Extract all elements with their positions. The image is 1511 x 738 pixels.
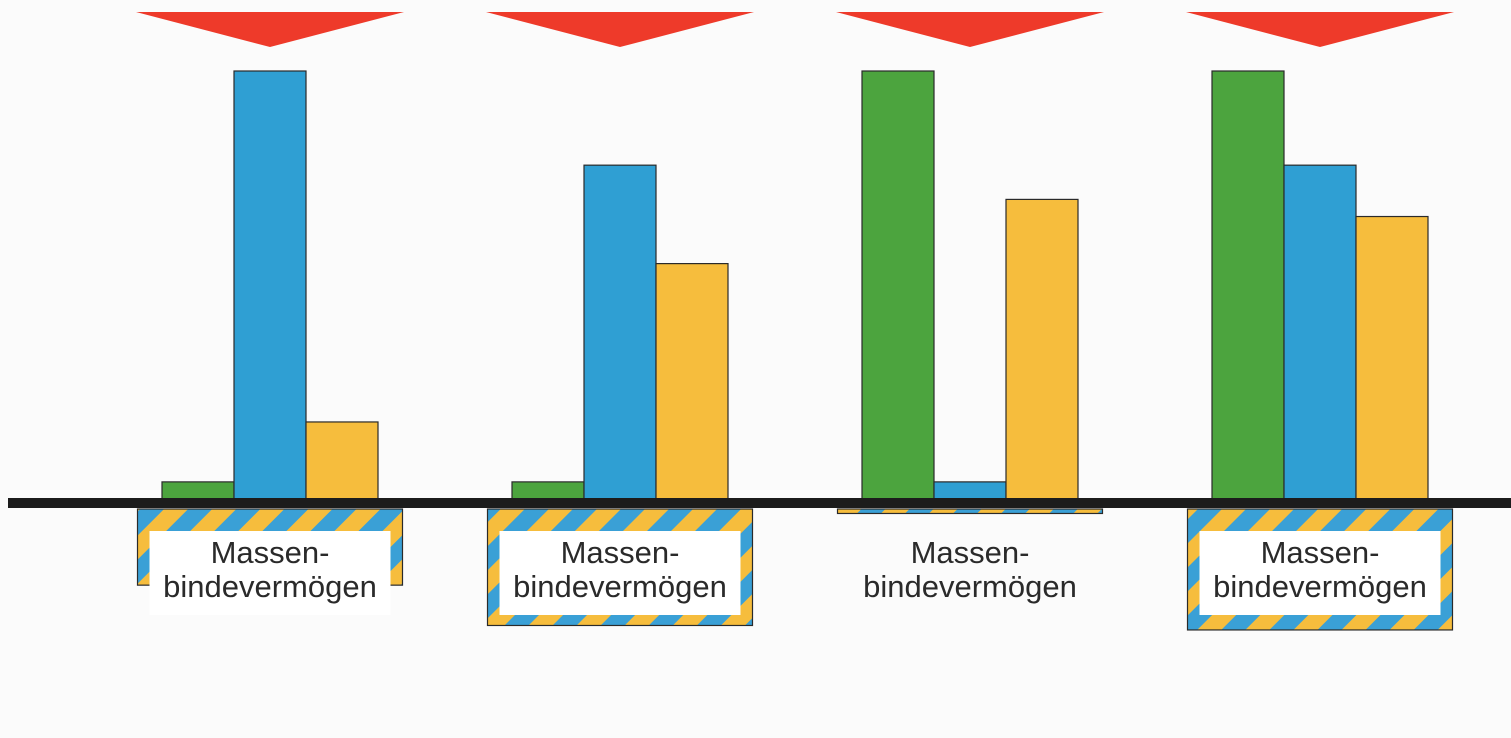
bar xyxy=(161,481,235,500)
bar xyxy=(583,164,657,500)
bars-group xyxy=(161,70,1429,500)
category-markers xyxy=(136,12,1454,47)
bar xyxy=(1283,164,1357,500)
below-axis-label-line1: Massen- xyxy=(561,535,680,570)
bar xyxy=(1211,70,1285,500)
bar xyxy=(655,263,729,500)
below-axis-label-line1: Massen- xyxy=(211,535,330,570)
category-marker-triangle xyxy=(136,12,404,47)
bar xyxy=(511,481,585,500)
below-axis-label-line1: Massen- xyxy=(911,535,1030,570)
below-axis-label-line1: Massen- xyxy=(1261,535,1380,570)
below-axis-label-line2: bindevermögen xyxy=(513,569,727,604)
category-marker-triangle xyxy=(486,12,754,47)
bar xyxy=(933,481,1007,500)
below-axis-label-line2: bindevermögen xyxy=(163,569,377,604)
bar xyxy=(233,70,307,500)
below-axis-label-plate xyxy=(149,531,391,615)
bar xyxy=(861,70,935,500)
bar xyxy=(305,421,379,500)
bar xyxy=(1005,198,1079,500)
x-axis-baseline xyxy=(8,498,1511,508)
below-axis-group: Massen-bindevermögenMassen-bindevermögen… xyxy=(136,508,1454,631)
below-axis-label-line2: bindevermögen xyxy=(1213,569,1427,604)
below-axis-label-plate xyxy=(1199,531,1441,615)
category-marker-triangle xyxy=(1186,12,1454,47)
bar xyxy=(1355,215,1429,500)
below-axis-label-line2: bindevermögen xyxy=(863,569,1077,604)
below-axis-label-plate xyxy=(499,531,741,615)
category-marker-triangle xyxy=(836,12,1104,47)
below-axis-bar xyxy=(836,508,1104,515)
